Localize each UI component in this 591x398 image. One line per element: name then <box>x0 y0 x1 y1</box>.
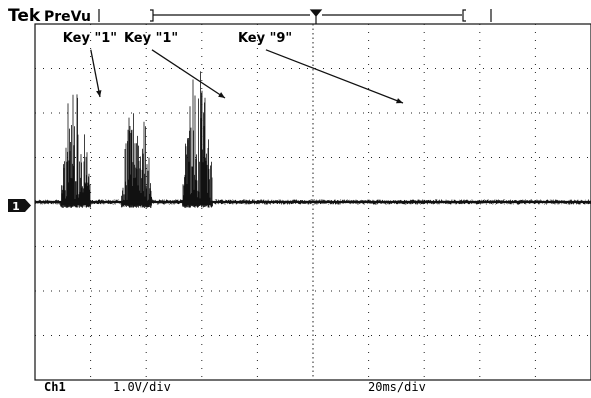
mode-label: PreVu <box>44 9 91 25</box>
annotation-arrowhead <box>396 98 403 104</box>
key-annotation-label: Key "9" <box>238 31 292 46</box>
channel-label: Ch1 <box>44 380 66 394</box>
waveform <box>34 71 591 208</box>
annotations: Key "1" Key "1" Key "9" <box>63 31 404 104</box>
key-annotation-label: Key "1" <box>63 31 117 46</box>
brand-label: Tek <box>8 6 41 26</box>
annotation-arrow <box>90 49 101 98</box>
channel-1-ground-marker: 1 <box>8 199 31 213</box>
time-per-div: 20ms/div <box>368 380 426 394</box>
channel-marker-label: 1 <box>12 200 20 213</box>
trigger-position-marker <box>309 9 323 24</box>
annotation-arrowhead <box>96 90 102 97</box>
annotation-arrow <box>265 49 404 104</box>
key-annotation-label: Key "1" <box>124 31 178 46</box>
annotation-arrowhead <box>218 92 225 98</box>
record-bracket <box>98 9 492 22</box>
annotation-arrow <box>151 49 226 99</box>
volts-per-div: 1.0V/div <box>113 380 171 394</box>
